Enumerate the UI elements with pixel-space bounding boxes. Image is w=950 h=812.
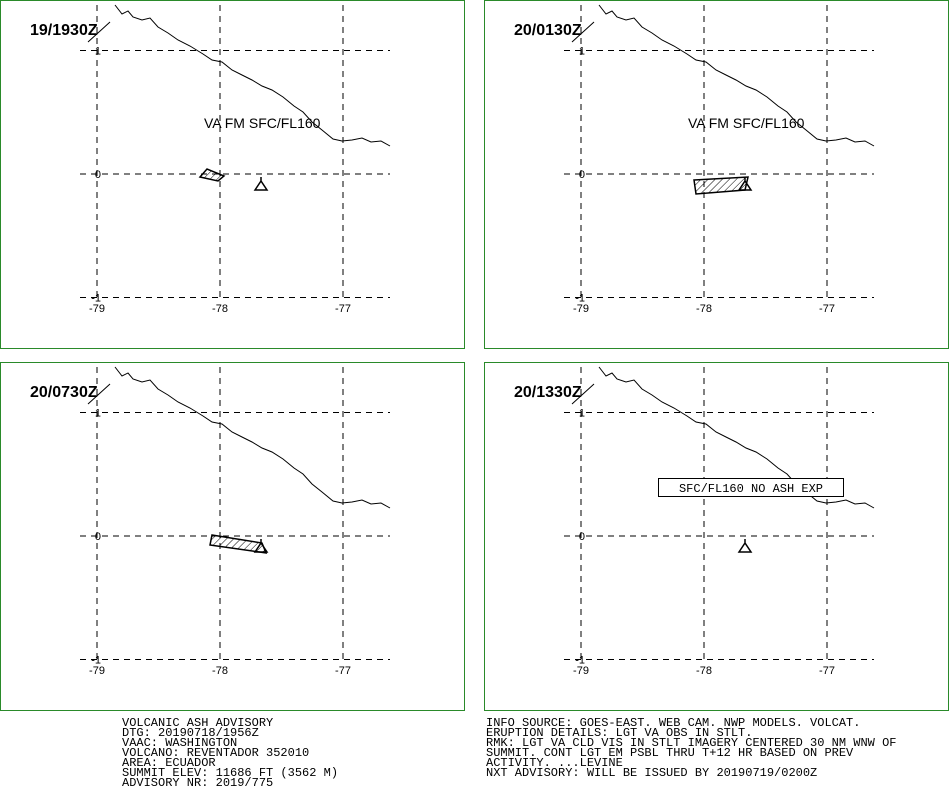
lat-tick-label: 1 — [579, 408, 585, 420]
label-box — [658, 478, 844, 497]
ash-label: VA FM SFC/FL160 — [688, 115, 805, 131]
lat-tick-label: -1 — [91, 655, 101, 667]
lon-tick-label: -77 — [819, 665, 835, 677]
panel-border — [484, 0, 949, 349]
map-panel: -79 -78 -77 1 0 -1 20/0130Z VA FM SFC/FL160 — [484, 0, 949, 349]
lon-tick-label: -79 — [573, 665, 589, 677]
lat-tick-label: -1 — [575, 655, 585, 667]
time-leader — [87, 21, 111, 43]
lon-tick-label: -77 — [335, 303, 351, 315]
lon-tick-label: -77 — [819, 303, 835, 315]
advisory-line: ACTIVITY. ...LEVINE — [486, 756, 623, 770]
coastline — [114, 366, 391, 509]
advisory-line: VOLCANIC ASH ADVISORY — [122, 716, 273, 730]
advisory-line: SUMMIT ELEV: 11686 FT (3562 M) — [122, 766, 338, 780]
advisory-line: AREA: ECUADOR — [122, 756, 216, 770]
lat-tick-label: -1 — [575, 293, 585, 305]
coastline — [114, 4, 391, 147]
valid-time: 19/1930Z — [30, 22, 98, 39]
volcano-symbol — [253, 177, 269, 191]
lon-tick-label: -79 — [573, 303, 589, 315]
lat-tick-label: 0 — [579, 169, 585, 181]
advisory-line: DTG: 20190718/1956Z — [122, 726, 259, 740]
lat-tick-label: 0 — [95, 531, 101, 543]
lon-tick-label: -78 — [696, 665, 712, 677]
advisory-line: SUMMIT. CONT LGT EM PSBL THRU T+12 HR BA… — [486, 746, 854, 760]
ash-label: VA FM SFC/FL160 — [204, 115, 321, 131]
lat-tick-label: 1 — [95, 46, 101, 58]
lon-tick-label: -78 — [212, 665, 228, 677]
map-panel: -79 -78 -77 1 0 -1 20/0730Z — [0, 362, 465, 711]
ash-label: SFC/FL160 NO ASH EXP — [679, 482, 823, 496]
advisory-line: VOLCANO: REVENTADOR 352010 — [122, 746, 309, 760]
advisory-line: ERUPTION DETAILS: LGT VA OBS IN STLT. — [486, 726, 752, 740]
volcano-symbol — [737, 177, 753, 191]
lat-tick-label: 0 — [95, 169, 101, 181]
volcano-symbol — [253, 539, 269, 553]
lon-tick-label: -78 — [212, 303, 228, 315]
advisory-line: ADVISORY NR: 2019/775 — [122, 776, 273, 790]
valid-time: 20/0730Z — [30, 384, 98, 401]
advisory-line: RMK: LGT VA CLD VIS IN STLT IMAGERY CENT… — [486, 736, 896, 750]
lat-tick-label: 0 — [579, 531, 585, 543]
lon-tick-label: -78 — [696, 303, 712, 315]
panel-border — [0, 362, 465, 711]
map-panel: -79 -78 -77 1 0 -1 20/1330Z SFC/FL160 NO ASH EX… — [484, 362, 949, 711]
advisory-line: INFO SOURCE: GOES-EAST. WEB CAM. NWP MOD… — [486, 716, 860, 730]
volcano-symbol — [737, 539, 753, 553]
advisory-line: VAAC: WASHINGTON — [122, 736, 237, 750]
map-panel: -79 -78 -77 1 0 -1 19/1930Z VA FM SFC/FL160 — [0, 0, 465, 349]
lon-tick-label: -79 — [89, 303, 105, 315]
time-leader — [571, 21, 595, 43]
ash-area — [198, 168, 226, 182]
coastline — [598, 366, 875, 509]
time-leader — [87, 383, 111, 405]
ash-area — [209, 534, 268, 554]
time-leader — [571, 383, 595, 405]
panel-border — [0, 0, 465, 349]
panel-border — [484, 362, 949, 711]
valid-time: 20/0130Z — [514, 22, 582, 39]
coastline — [598, 4, 875, 147]
lat-tick-label: 1 — [95, 408, 101, 420]
lon-tick-label: -79 — [89, 665, 105, 677]
lon-tick-label: -77 — [335, 665, 351, 677]
lat-tick-label: 1 — [579, 46, 585, 58]
valid-time: 20/1330Z — [514, 384, 582, 401]
advisory-line: NXT ADVISORY: WILL BE ISSUED BY 20190719… — [486, 766, 817, 780]
lat-tick-label: -1 — [91, 293, 101, 305]
